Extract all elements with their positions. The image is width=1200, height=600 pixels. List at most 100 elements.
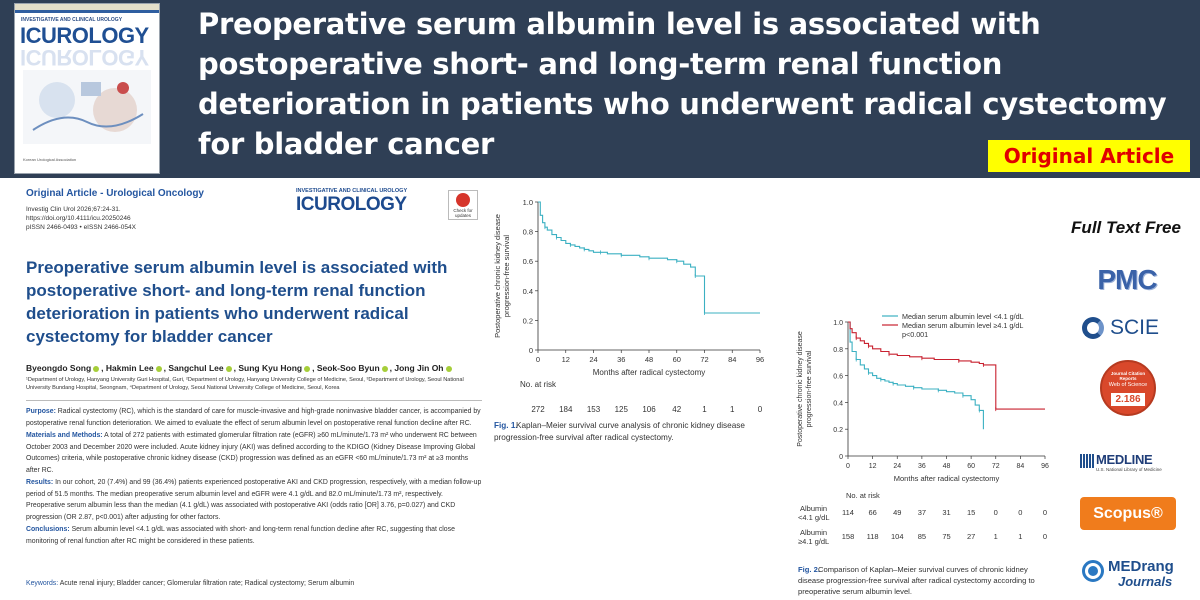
author-name[interactable]: Sangchul Lee bbox=[168, 363, 224, 373]
abstract-purpose: Purpose: Radical cystectomy (RC), which … bbox=[26, 406, 482, 429]
author-name[interactable]: Hakmin Lee bbox=[105, 363, 154, 373]
keywords-label: Keywords: bbox=[26, 580, 59, 587]
jcr-top-label: Journal Citation Reports bbox=[1110, 371, 1146, 381]
jcr-wos-label: Web of Science bbox=[1108, 382, 1148, 388]
at-risk-value: 37 bbox=[918, 508, 926, 517]
orcid-icon[interactable] bbox=[225, 365, 232, 372]
headline-title: Preoperative serum albumin level is asso… bbox=[198, 7, 1167, 161]
at-risk-value: 104 bbox=[891, 532, 904, 541]
cover-top-strip bbox=[15, 4, 159, 10]
y-tick-label: 0.2 bbox=[523, 316, 533, 325]
methods-text: A total of 272 patients with estimated g… bbox=[26, 432, 477, 474]
figure-1-km-curve: 0 12 24 36 48 60 72 84 96 0 0.2 0.4 0.6 0.8 1.0 Months … bbox=[493, 198, 764, 442]
author-name[interactable]: Jong Jin Oh bbox=[394, 363, 444, 373]
x-axis-label: Months after radical cystectomy bbox=[593, 368, 705, 377]
y-axis-label: Postoperative chronic kidney disease bbox=[797, 331, 804, 447]
x-tick-label: 96 bbox=[1041, 463, 1049, 470]
crossmark-icon bbox=[456, 193, 470, 207]
y-axis-label-2: progression-free survival bbox=[502, 235, 511, 317]
figure-2-km-curves: 0 12 24 36 48 60 72 84 96 0 0.2 0.4 0.6 0.8 1.0 Months … bbox=[797, 312, 1049, 596]
orcid-icon[interactable] bbox=[93, 365, 100, 372]
at-risk-value: 0 bbox=[758, 405, 763, 414]
x-tick-label: 72 bbox=[700, 355, 708, 364]
figure-caption-label: Fig. 1. bbox=[494, 421, 518, 430]
cover-journal-name: INVESTIGATIVE AND CLINICAL UROLOGY bbox=[21, 17, 123, 23]
citation-block: Investig Clin Urol 2026;67:24-31. https:… bbox=[26, 205, 136, 232]
journal-logo-text: ICUROLOGY bbox=[296, 194, 407, 215]
author-name[interactable]: Sung Kyu Hong bbox=[238, 363, 303, 373]
citation-line: Investig Clin Urol 2026;67:24-31. bbox=[26, 206, 121, 213]
at-risk-value: 118 bbox=[867, 532, 879, 541]
keywords-text: Acute renal injury; Bladder cancer; Glom… bbox=[59, 580, 355, 587]
at-risk-label: No. at risk bbox=[520, 380, 557, 389]
x-tick-label: 36 bbox=[617, 355, 625, 364]
orcid-icon[interactable] bbox=[381, 365, 388, 372]
abstract: Purpose: Radical cystectomy (RC), which … bbox=[26, 406, 482, 548]
at-risk-value: 153 bbox=[587, 405, 601, 414]
km-curve-1 bbox=[538, 201, 760, 314]
x-axis-label: Months after radical cystectomy bbox=[894, 474, 1000, 483]
y-tick-label: 0.6 bbox=[523, 257, 533, 266]
paper-title: Preoperative serum albumin level is asso… bbox=[26, 258, 448, 346]
author-list: Byeongdo Song, Hakmin Lee, Sangchul Lee,… bbox=[26, 363, 482, 373]
y-tick-label: 0.8 bbox=[833, 347, 843, 354]
at-risk-value: 158 bbox=[842, 532, 855, 541]
at-risk-value: 1 bbox=[1018, 532, 1022, 541]
medrang-label: MEDrang bbox=[1108, 558, 1174, 575]
scie-logo[interactable]: SCIE bbox=[1082, 314, 1174, 344]
methods-label: Materials and Methods: bbox=[26, 432, 103, 439]
x-tick-label: 96 bbox=[756, 355, 764, 364]
legend-entry: Median serum albumin level <4.1 g/dL bbox=[902, 312, 1024, 321]
medline-logo[interactable]: MEDLINE U.S. National Library of Medicin… bbox=[1080, 452, 1180, 476]
x-tick-label: 84 bbox=[728, 355, 736, 364]
figure-caption-2: progression-free survival after radical … bbox=[494, 433, 674, 442]
at-risk-label: No. at risk bbox=[846, 491, 880, 500]
journal-header-logo: INVESTIGATIVE AND CLINICAL UROLOGY ICURO… bbox=[296, 188, 436, 215]
header-banner: INVESTIGATIVE AND CLINICAL UROLOGY ICURO… bbox=[0, 0, 1200, 178]
x-tick-label: 48 bbox=[943, 463, 951, 470]
abstract-conclusions: Conclusions: Serum albumin level <4.1 g/… bbox=[26, 524, 482, 547]
orcid-icon[interactable] bbox=[304, 365, 311, 372]
medrang-journals-logo[interactable]: MEDrang Journals bbox=[1082, 556, 1192, 590]
author-name[interactable]: Byeongdo Song bbox=[26, 363, 92, 373]
at-risk-value: 75 bbox=[942, 532, 950, 541]
pmc-logo[interactable]: PMC bbox=[1097, 264, 1157, 295]
orcid-icon[interactable] bbox=[445, 365, 452, 372]
divider bbox=[26, 400, 482, 401]
x-tick-label: 48 bbox=[645, 355, 653, 364]
conclusions-label: Conclusions: bbox=[26, 526, 70, 533]
abstract-results: Results: In our cohort, 20 (7.4%) and 99… bbox=[26, 477, 482, 523]
check-updates-label: Check for updates bbox=[453, 208, 473, 218]
x-tick-label: 24 bbox=[589, 355, 597, 364]
y-tick-label: 1.0 bbox=[833, 320, 843, 327]
orcid-icon[interactable] bbox=[155, 365, 162, 372]
abstract-methods: Materials and Methods: A total of 272 pa… bbox=[26, 430, 482, 476]
at-risk-value: 0 bbox=[1043, 532, 1047, 541]
jcr-impact-badge[interactable]: Journal Citation Reports Web of Science … bbox=[1100, 360, 1156, 416]
medrang-globe-icon bbox=[1082, 560, 1104, 582]
at-risk-row-label: Albumin bbox=[800, 504, 827, 513]
doi-link[interactable]: https://doi.org/10.4111/icu.20250246 bbox=[26, 215, 131, 222]
y-tick-label: 0.4 bbox=[833, 400, 843, 407]
at-risk-value: 85 bbox=[918, 532, 926, 541]
y-tick-label: 0.6 bbox=[833, 374, 843, 381]
journal-cover[interactable]: INVESTIGATIVE AND CLINICAL UROLOGY ICURO… bbox=[14, 3, 160, 174]
at-risk-row-label-2: <4.1 g/dL bbox=[798, 513, 830, 522]
scie-ring-icon bbox=[1082, 317, 1104, 339]
x-tick-label: 60 bbox=[967, 463, 975, 470]
y-tick-label: 0 bbox=[839, 454, 843, 461]
at-risk-value: 27 bbox=[967, 532, 975, 541]
check-for-updates-button[interactable]: Check for updates bbox=[448, 190, 478, 220]
keywords: Keywords: Acute renal injury; Bladder ca… bbox=[26, 580, 482, 587]
results-text: In our cohort, 20 (7.4%) and 99 (36.4%) … bbox=[26, 479, 482, 521]
author-name[interactable]: Seok-Soo Byun bbox=[316, 363, 380, 373]
cover-accent-strip bbox=[15, 10, 159, 13]
conclusions-text: Serum albumin level <4.1 g/dL was associ… bbox=[26, 526, 455, 545]
y-tick-label: 1.0 bbox=[523, 198, 533, 207]
scopus-logo[interactable]: Scopus® bbox=[1080, 497, 1176, 530]
at-risk-value: 114 bbox=[842, 508, 854, 517]
at-risk-value: 0 bbox=[1043, 508, 1047, 517]
y-tick-label: 0.8 bbox=[523, 228, 533, 237]
medline-label: MEDLINE bbox=[1096, 452, 1153, 467]
figure-caption: Comparison of Kaplan–Meier survival curv… bbox=[818, 565, 1028, 574]
